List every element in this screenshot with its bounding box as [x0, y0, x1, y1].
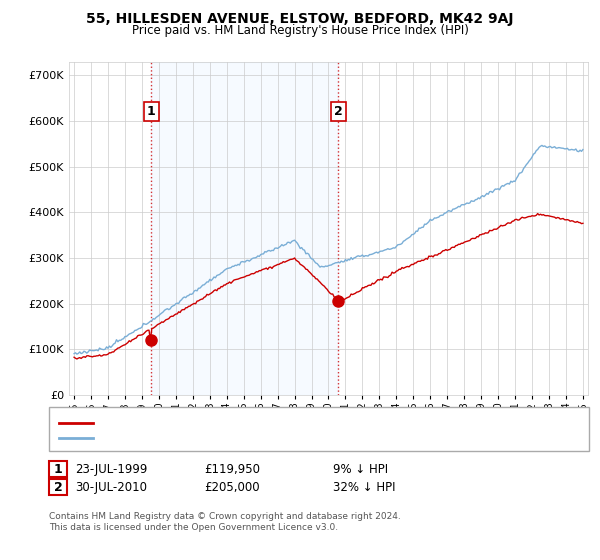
Text: 30-JUL-2010: 30-JUL-2010: [75, 480, 147, 494]
Text: 55, HILLESDEN AVENUE, ELSTOW, BEDFORD, MK42 9AJ: 55, HILLESDEN AVENUE, ELSTOW, BEDFORD, M…: [86, 12, 514, 26]
Text: 55, HILLESDEN AVENUE, ELSTOW, BEDFORD, MK42 9AJ (detached house): 55, HILLESDEN AVENUE, ELSTOW, BEDFORD, M…: [97, 418, 499, 428]
Text: 1: 1: [147, 105, 155, 118]
Text: 32% ↓ HPI: 32% ↓ HPI: [333, 480, 395, 494]
Text: 2: 2: [54, 480, 62, 494]
Text: Contains HM Land Registry data © Crown copyright and database right 2024.
This d: Contains HM Land Registry data © Crown c…: [49, 512, 401, 532]
Text: Price paid vs. HM Land Registry's House Price Index (HPI): Price paid vs. HM Land Registry's House …: [131, 24, 469, 36]
Bar: [151, 62, 338, 395]
Text: 2: 2: [334, 105, 343, 118]
Text: 23-JUL-1999: 23-JUL-1999: [75, 463, 148, 476]
Text: 9% ↓ HPI: 9% ↓ HPI: [333, 463, 388, 476]
Text: HPI: Average price, detached house, Bedford: HPI: Average price, detached house, Bedf…: [97, 433, 343, 443]
Text: £119,950: £119,950: [204, 463, 260, 476]
Text: 1: 1: [54, 463, 62, 476]
Text: £205,000: £205,000: [204, 480, 260, 494]
